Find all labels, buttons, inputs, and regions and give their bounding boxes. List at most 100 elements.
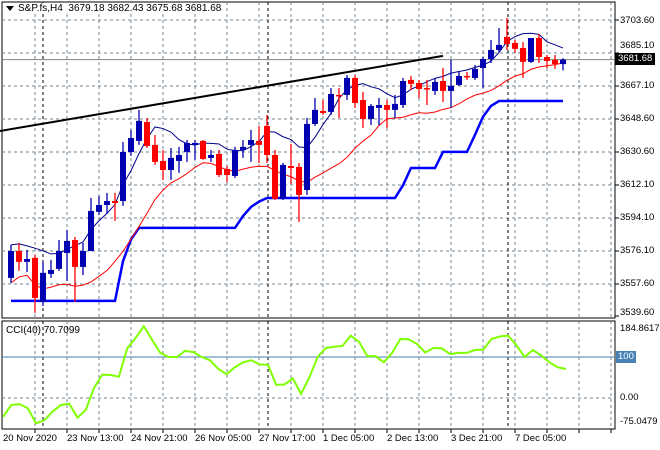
price-tick: 3667.10: [620, 80, 655, 91]
trendline: [0, 54, 444, 132]
candle-bearish: [320, 110, 326, 113]
candle-bearish: [16, 251, 22, 262]
candle-bullish: [176, 155, 182, 161]
candle-bullish: [48, 269, 54, 274]
candle-bullish: [136, 120, 142, 141]
candle-bearish: [440, 81, 446, 91]
candle-bearish: [224, 168, 230, 176]
candle-bullish: [280, 164, 286, 199]
candle-bearish: [544, 57, 550, 61]
price-tick: 3539.60: [620, 307, 655, 318]
candle-bullish: [448, 85, 454, 91]
candle-bearish: [504, 36, 510, 45]
cci-title: CCI(40) 70.7099: [6, 325, 80, 336]
cci-tick-zero: 0.00: [620, 392, 639, 403]
candle-bearish: [384, 105, 390, 110]
candle-bearish: [112, 201, 118, 204]
candle-bearish: [288, 166, 294, 168]
time-tick: 1 Dec 05:00: [323, 433, 375, 444]
price-tick: 3557.60: [620, 278, 655, 289]
candle-bullish: [128, 138, 134, 152]
candle-bearish: [352, 77, 358, 104]
time-tick: 2 Dec 13:00: [387, 433, 439, 444]
stop-line: [11, 99, 563, 303]
candle-bearish: [536, 38, 542, 57]
candle-bearish: [360, 99, 366, 119]
candle-bullish: [104, 201, 110, 205]
time-tick: 20 Nov 2020: [3, 433, 57, 444]
price-tick: 3648.60: [620, 113, 655, 124]
candle-bullish: [248, 140, 254, 145]
time-tick: 26 Nov 05:00: [195, 433, 252, 444]
candle-bearish: [152, 144, 158, 162]
time-tick: 24 Nov 21:00: [131, 433, 188, 444]
cci-panel-frame: [1, 320, 616, 430]
time-tick: 7 Dec 05:00: [515, 433, 567, 444]
candle-bullish: [368, 105, 374, 119]
candle-bearish: [336, 94, 342, 97]
candle-bearish: [408, 79, 414, 84]
price-tick: 3576.10: [620, 245, 655, 256]
candle-bearish: [216, 153, 222, 176]
candle-bearish: [144, 121, 150, 146]
candle-bullish: [240, 146, 246, 150]
candle-bullish: [192, 142, 198, 145]
candle-bullish: [328, 94, 334, 112]
current-price-label: 3681.68: [615, 53, 656, 65]
price-tick: 3630.60: [620, 146, 655, 157]
candle-bearish: [256, 140, 262, 145]
candle-bearish: [520, 47, 526, 62]
candle-bullish: [168, 157, 174, 170]
cci-tick-max: 184.8617: [620, 323, 660, 334]
chart-title: S&P.fs,H4 3679.18 3682.43 3675.68 3681.6…: [6, 3, 224, 14]
candle-bullish: [120, 151, 126, 202]
candle-bullish: [64, 240, 70, 254]
ohlc-values: 3679.18 3682.43 3675.68 3681.68: [68, 3, 222, 14]
candle-bullish: [344, 77, 350, 95]
dropdown-triangle-icon[interactable]: [6, 5, 14, 11]
candle-bearish: [512, 42, 518, 49]
cci-tick-min: -75.0479: [620, 416, 658, 427]
candle-bearish: [72, 240, 78, 267]
candle-bullish: [456, 75, 462, 85]
candle-bullish: [80, 251, 86, 267]
candle-bullish: [560, 59, 566, 65]
candle-bullish: [184, 142, 190, 152]
candle-bullish: [24, 258, 30, 262]
cci-line: [2, 324, 567, 425]
candle-bullish: [400, 81, 406, 106]
candle-bearish: [416, 82, 422, 89]
price-tick: 3594.10: [620, 212, 655, 223]
cci-value: 70.7099: [43, 325, 80, 336]
candle-bullish: [208, 155, 214, 158]
cci-level-100-label: 100: [616, 351, 636, 363]
candle-bullish: [432, 81, 438, 91]
candle-bullish: [488, 49, 494, 59]
candle-bearish: [160, 160, 166, 170]
candle-bearish: [464, 75, 470, 78]
candle-bullish: [528, 38, 534, 62]
main-panel-frame: [1, 1, 616, 319]
slow-moving-average: [10, 62, 564, 290]
candle-bearish: [264, 125, 270, 156]
candle-bullish: [472, 68, 478, 78]
candle-bullish: [392, 103, 398, 110]
candle-bullish: [8, 251, 14, 278]
candle-bullish: [88, 210, 94, 252]
candle-bullish: [96, 205, 102, 212]
candle-bullish: [480, 58, 486, 69]
price-tick: 3703.60: [620, 15, 655, 26]
time-tick: 3 Dec 21:00: [451, 433, 503, 444]
candle-bearish: [296, 166, 302, 195]
candle-bullish: [232, 149, 238, 176]
candle-bullish: [56, 251, 62, 269]
candle-bullish: [40, 272, 46, 302]
time-tick: 23 Nov 13:00: [67, 433, 124, 444]
time-tick: 27 Nov 17:00: [259, 433, 316, 444]
price-tick: 3612.10: [620, 179, 655, 190]
cci-label: CCI(40): [6, 325, 42, 336]
fast-moving-average: [10, 32, 564, 255]
candle-bearish: [32, 257, 38, 298]
candle-bullish: [376, 105, 382, 108]
